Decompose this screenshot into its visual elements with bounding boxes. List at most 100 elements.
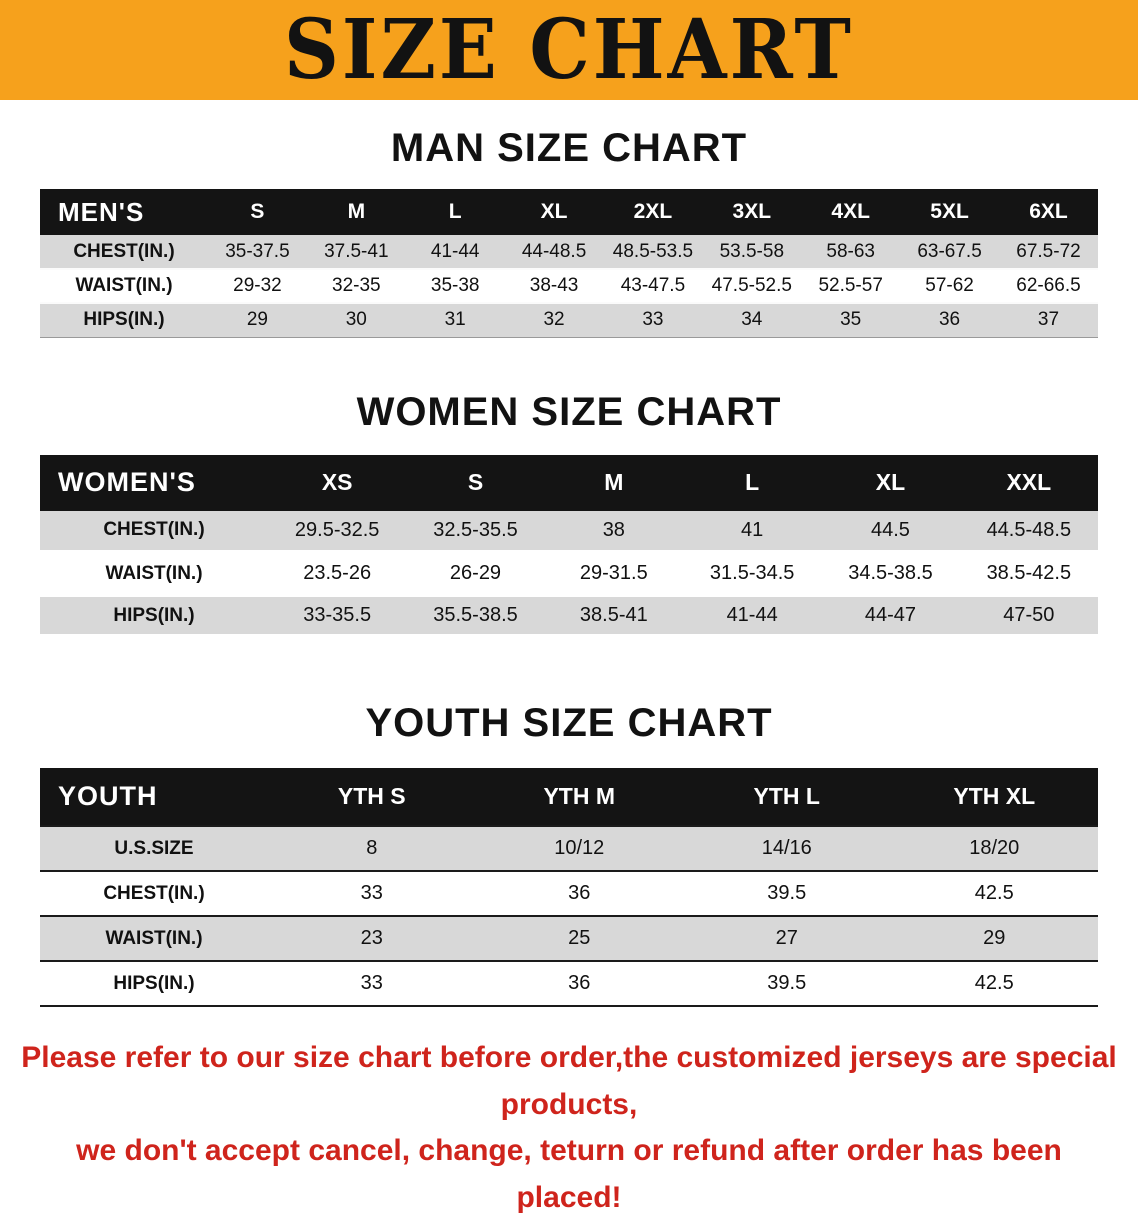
size-column-header: 2XL bbox=[603, 189, 703, 235]
size-value-cell: 8 bbox=[268, 825, 476, 871]
row-label-cell: HIPS(IN.) bbox=[40, 960, 268, 1007]
size-value-cell: 42.5 bbox=[890, 870, 1098, 916]
table-title-cell: YOUTH bbox=[40, 768, 268, 826]
row-label-cell: CHEST(IN.) bbox=[40, 510, 268, 555]
size-value-cell: 44-47 bbox=[821, 594, 960, 639]
size-value-cell: 38-43 bbox=[504, 269, 604, 304]
size-value-cell: 31.5-34.5 bbox=[682, 552, 822, 597]
size-value-cell: 36 bbox=[900, 303, 999, 338]
table-row: HIPS(IN.) 33 36 39.5 42.5 bbox=[40, 960, 1098, 1007]
size-value-cell: 32 bbox=[504, 303, 604, 338]
size-value-cell: 41 bbox=[682, 510, 822, 555]
disclaimer-line-2: we don't accept cancel, change, teturn o… bbox=[76, 1134, 1062, 1214]
size-column-header: YTH L bbox=[683, 768, 891, 826]
size-value-cell: 38.5-41 bbox=[544, 594, 683, 639]
size-value-cell: 37 bbox=[999, 303, 1098, 338]
size-value-cell: 29 bbox=[208, 303, 307, 338]
size-value-cell: 18/20 bbox=[890, 825, 1098, 871]
size-value-cell: 63-67.5 bbox=[900, 235, 999, 270]
men-section: MAN SIZE CHART MEN'S S M L XL 2XL 3XL 4XL 5XL 6XL… bbox=[0, 126, 1138, 338]
table-row: CHEST(IN.) 35-37.5 37.5-41 41-44 44-48.5 48.5… bbox=[40, 235, 1098, 270]
size-column-header: XXL bbox=[959, 454, 1098, 511]
size-column-header: 3XL bbox=[702, 189, 802, 235]
row-label-cell: HIPS(IN.) bbox=[40, 303, 208, 338]
size-value-cell: 39.5 bbox=[683, 870, 891, 916]
size-column-header: L bbox=[682, 454, 822, 511]
size-column-header: YTH M bbox=[475, 768, 683, 826]
row-label-cell: U.S.SIZE bbox=[40, 825, 268, 871]
size-column-header: S bbox=[208, 189, 307, 235]
size-column-header: L bbox=[405, 189, 505, 235]
size-value-cell: 41-44 bbox=[405, 235, 505, 270]
size-value-cell: 34 bbox=[702, 303, 802, 338]
size-value-cell: 32-35 bbox=[306, 269, 406, 304]
size-column-header: 6XL bbox=[999, 189, 1098, 235]
table-row: WAIST(IN.) 29-32 32-35 35-38 38-43 43-47.5 47.… bbox=[40, 269, 1098, 304]
size-value-cell: 35-37.5 bbox=[208, 235, 307, 270]
size-value-cell: 38.5-42.5 bbox=[959, 552, 1098, 597]
size-value-cell: 23.5-26 bbox=[268, 552, 407, 597]
row-label-cell: CHEST(IN.) bbox=[40, 235, 208, 270]
size-value-cell: 29-32 bbox=[208, 269, 307, 304]
size-value-cell: 33 bbox=[268, 960, 476, 1007]
size-value-cell: 41-44 bbox=[682, 594, 822, 639]
size-value-cell: 33-35.5 bbox=[268, 594, 407, 639]
table-row: CHEST(IN.) 29.5-32.5 32.5-35.5 38 41 44.5 44.5… bbox=[40, 510, 1098, 555]
banner: SIZE CHART bbox=[0, 0, 1138, 100]
size-value-cell: 34.5-38.5 bbox=[821, 552, 960, 597]
disclaimer-note: Please refer to our size chart before or… bbox=[20, 1035, 1118, 1221]
size-column-header: M bbox=[306, 189, 406, 235]
size-value-cell: 42.5 bbox=[890, 960, 1098, 1007]
row-label-cell: HIPS(IN.) bbox=[40, 594, 268, 639]
table-row: CHEST(IN.) 33 36 39.5 42.5 bbox=[40, 870, 1098, 916]
women-size-table: WOMEN'S XS S M L XL XXL CHEST(IN.) 29.5-32.5 32.5… bbox=[40, 454, 1098, 639]
size-column-header: YTH S bbox=[268, 768, 476, 826]
size-column-header: 4XL bbox=[801, 189, 901, 235]
size-value-cell: 48.5-53.5 bbox=[603, 235, 703, 270]
size-value-cell: 29.5-32.5 bbox=[268, 510, 407, 555]
size-value-cell: 44.5 bbox=[821, 510, 960, 555]
size-value-cell: 23 bbox=[268, 915, 476, 961]
size-value-cell: 37.5-41 bbox=[306, 235, 406, 270]
size-column-header: M bbox=[544, 454, 683, 511]
youth-section: YOUTH SIZE CHART YOUTH YTH S YTH M YTH L YTH… bbox=[0, 701, 1138, 1007]
size-value-cell: 52.5-57 bbox=[801, 269, 901, 304]
size-value-cell: 31 bbox=[405, 303, 505, 338]
size-value-cell: 27 bbox=[683, 915, 891, 961]
row-label-cell: WAIST(IN.) bbox=[40, 915, 268, 961]
men-size-table: MEN'S S M L XL 2XL 3XL 4XL 5XL 6XL CHEST(IN.) 35-37… bbox=[40, 189, 1098, 338]
row-label-cell: CHEST(IN.) bbox=[40, 870, 268, 916]
table-title-cell: MEN'S bbox=[40, 189, 208, 235]
size-value-cell: 62-66.5 bbox=[999, 269, 1098, 304]
page-title: SIZE CHART bbox=[284, 1, 854, 98]
size-column-header: S bbox=[406, 454, 545, 511]
size-column-header: 5XL bbox=[900, 189, 999, 235]
size-value-cell: 44.5-48.5 bbox=[959, 510, 1098, 555]
size-column-header: XL bbox=[821, 454, 960, 511]
table-header-row: MEN'S S M L XL 2XL 3XL 4XL 5XL 6XL bbox=[40, 189, 1098, 235]
size-value-cell: 47-50 bbox=[959, 594, 1098, 639]
youth-size-table: YOUTH YTH S YTH M YTH L YTH XL U.S.SIZE 8 10/12… bbox=[40, 768, 1098, 1007]
size-value-cell: 33 bbox=[603, 303, 703, 338]
size-value-cell: 35.5-38.5 bbox=[406, 594, 545, 639]
table-row: WAIST(IN.) 23.5-26 26-29 29-31.5 31.5-34.5 34… bbox=[40, 552, 1098, 597]
size-column-header: XS bbox=[268, 454, 407, 511]
size-column-header: YTH XL bbox=[890, 768, 1098, 826]
size-value-cell: 29-31.5 bbox=[544, 552, 683, 597]
table-header-row: YOUTH YTH S YTH M YTH L YTH XL bbox=[40, 768, 1098, 826]
size-value-cell: 39.5 bbox=[683, 960, 891, 1007]
women-section: WOMEN SIZE CHART WOMEN'S XS S M L XL XXL CHEST(… bbox=[0, 389, 1138, 639]
size-value-cell: 14/16 bbox=[683, 825, 891, 871]
size-value-cell: 38 bbox=[544, 510, 683, 555]
youth-chart-heading: YOUTH SIZE CHART bbox=[365, 701, 773, 745]
size-value-cell: 36 bbox=[475, 960, 683, 1007]
size-value-cell: 30 bbox=[306, 303, 406, 338]
size-value-cell: 25 bbox=[475, 915, 683, 961]
size-column-header: XL bbox=[504, 189, 604, 235]
table-row: HIPS(IN.) 33-35.5 35.5-38.5 38.5-41 41-44 44-… bbox=[40, 594, 1098, 639]
women-chart-heading: WOMEN SIZE CHART bbox=[356, 389, 782, 434]
size-value-cell: 35-38 bbox=[405, 269, 505, 304]
table-title-cell: WOMEN'S bbox=[40, 454, 268, 511]
size-value-cell: 58-63 bbox=[801, 235, 901, 270]
